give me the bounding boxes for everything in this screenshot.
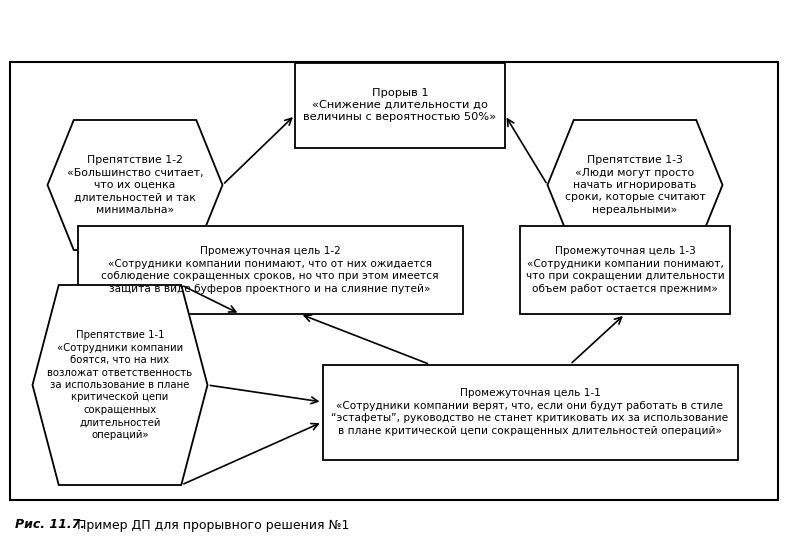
Text: Препятствие 1-3
«Люди могут просто
начать игнорировать
сроки, которые считают
не: Препятствие 1-3 «Люди могут просто начат… bbox=[565, 155, 705, 215]
Text: Промежуточная цель 1-2
«Сотрудники компании понимают, что от них ожидается
соблю: Промежуточная цель 1-2 «Сотрудники компа… bbox=[101, 246, 438, 293]
Text: Препятствие 1-1
«Сотрудники компании
боятся, что на них
возложат ответственность: Препятствие 1-1 «Сотрудники компании боя… bbox=[47, 330, 193, 440]
Text: Промежуточная цель 1-3
«Сотрудники компании понимают,
что при сокращении длитель: Промежуточная цель 1-3 «Сотрудники компа… bbox=[525, 246, 724, 293]
Text: Препятствие 1-2
«Большинство считает,
что их оценка
длительностей и так
минималь: Препятствие 1-2 «Большинство считает, чт… bbox=[66, 155, 203, 215]
Bar bbox=[10, 62, 778, 500]
Bar bbox=[77, 226, 462, 314]
Bar bbox=[295, 63, 505, 147]
Text: Прорыв 1
«Снижение длительности до
величины с вероятностью 50%»: Прорыв 1 «Снижение длительности до велич… bbox=[303, 87, 497, 123]
Polygon shape bbox=[47, 120, 223, 250]
Polygon shape bbox=[547, 120, 723, 250]
Bar bbox=[322, 365, 738, 460]
Bar bbox=[520, 226, 730, 314]
Text: Промежуточная цель 1-1
«Сотрудники компании верят, что, если они будут работать : Промежуточная цель 1-1 «Сотрудники компа… bbox=[332, 389, 728, 436]
Text: Пример ДП для прорывного решения №1: Пример ДП для прорывного решения №1 bbox=[73, 519, 349, 531]
Polygon shape bbox=[32, 285, 208, 485]
Text: Рис. 11.7.: Рис. 11.7. bbox=[15, 519, 85, 531]
